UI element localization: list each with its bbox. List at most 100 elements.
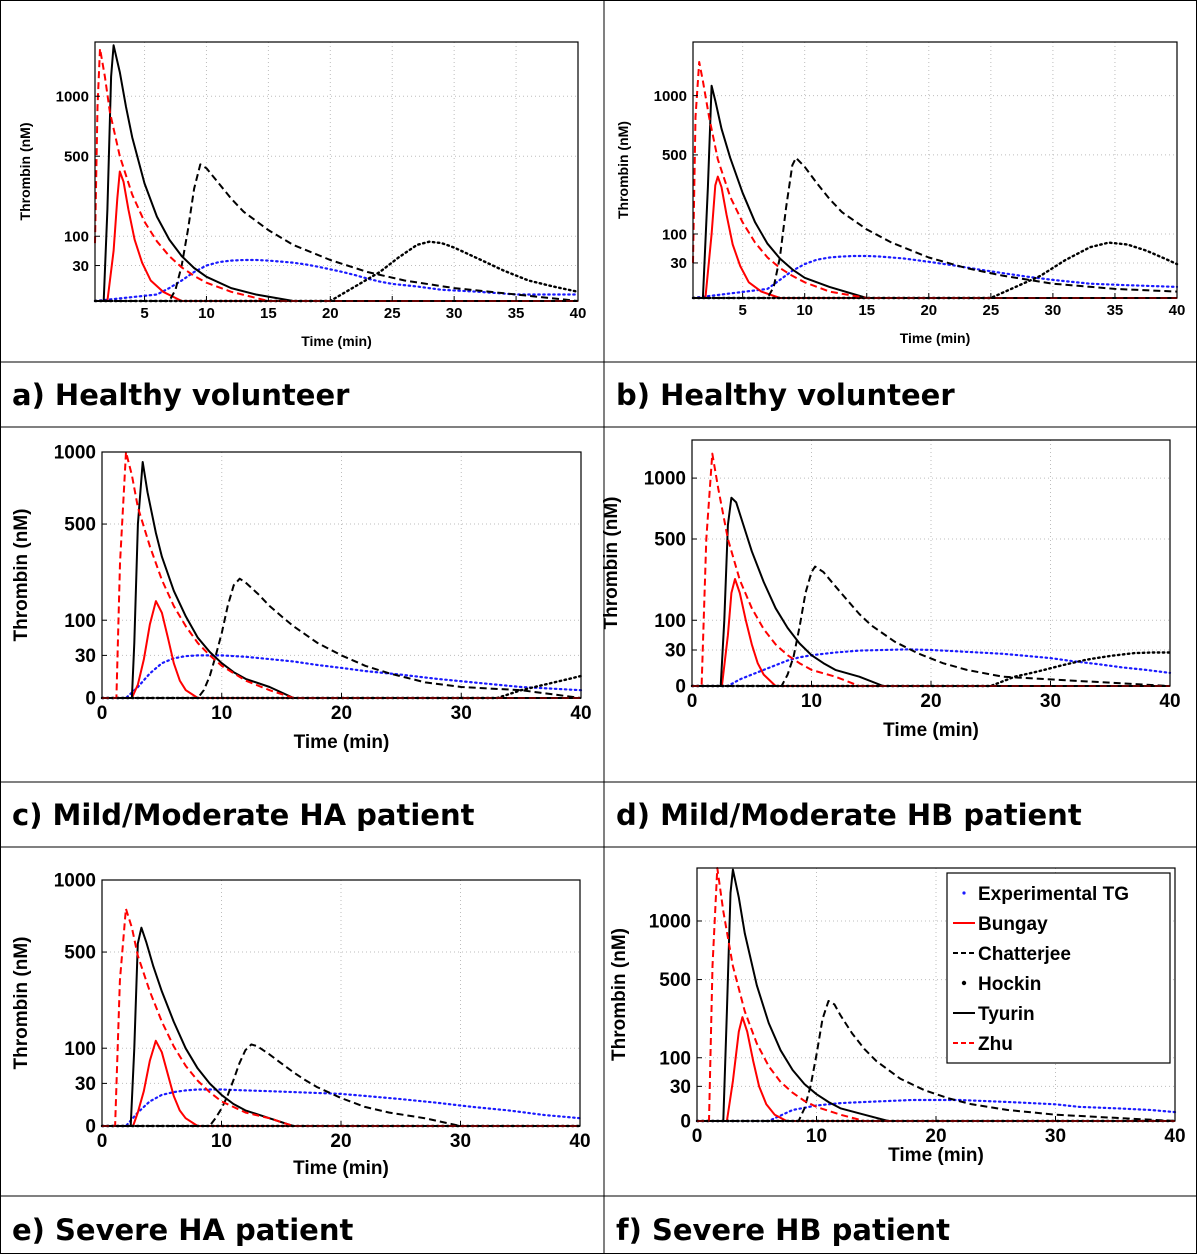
x-tick-label: 10: [801, 691, 822, 712]
y-tick-label: 100: [654, 611, 686, 632]
x-tick-label: 35: [508, 305, 525, 322]
series-bungay: [697, 1016, 1175, 1122]
caption-d: d) Mild/Moderate HB patient: [616, 798, 1082, 832]
series-chatterjee: [692, 565, 1171, 687]
legend-swatch: [961, 980, 967, 986]
series-tyurin: [693, 84, 1177, 299]
x-tick-label: 30: [1045, 302, 1062, 319]
series-zhu: [94, 47, 578, 302]
axes-box: [692, 41, 1178, 299]
series-hockin: [690, 651, 1172, 688]
axes-box: [94, 41, 579, 302]
y-tick-label: 1000: [654, 88, 687, 105]
series-experimental-tg: [100, 654, 583, 700]
series-bungay: [95, 170, 578, 302]
y-axis-label: Thrombin (nM): [609, 928, 630, 1061]
x-tick-label: 15: [858, 302, 875, 319]
legend-item-zhu: Zhu: [953, 1034, 1013, 1055]
x-tick-label: 25: [983, 302, 1000, 319]
panel-b: 5 10 15 20 25 30 35 40 30 100 500 1000 Time (min) Thr…: [615, 41, 1185, 346]
caption-f: f) Severe HB patient: [616, 1213, 950, 1247]
x-tick-label: 20: [920, 691, 941, 712]
x-tick-label: 10: [211, 703, 232, 724]
x-tick-label: 40: [1159, 691, 1180, 712]
legend-label: Bungay: [978, 914, 1048, 935]
x-tick-label: 30: [1040, 691, 1061, 712]
legend-label: Chatterjee: [978, 944, 1071, 965]
y-tick-label: 500: [659, 970, 691, 991]
caption-c: c) Mild/Moderate HA patient: [12, 798, 475, 832]
x-tick-label: 10: [211, 1131, 232, 1152]
x-tick-label: 35: [1107, 302, 1124, 319]
series-tyurin: [95, 44, 578, 302]
y-axis-label: Thrombin (nM): [11, 509, 32, 642]
series-experimental-tg: [690, 648, 1172, 688]
y-tick-label: 0: [675, 677, 686, 698]
panel-e: 0 10 20 30 40 0 30 100 500 1000 Time (min) Thrombin…: [11, 871, 591, 1179]
y-axis-label: Thrombin (nM): [615, 121, 631, 219]
legend: Experimental TG Bungay Chatterjee Hockin Tyu…: [946, 872, 1171, 1064]
x-tick-label: 20: [920, 302, 937, 319]
x-tick-label: 30: [450, 1131, 471, 1152]
series-experimental-tg: [100, 1088, 582, 1128]
x-tick-label: 30: [1045, 1126, 1066, 1147]
series-zhu: [692, 452, 1170, 687]
x-tick-label: 25: [384, 305, 401, 322]
x-tick-label: 5: [738, 302, 746, 319]
x-tick-label: 20: [331, 703, 352, 724]
x-tick-label: 30: [446, 305, 463, 322]
x-tick-label: 15: [260, 305, 277, 322]
y-tick-label: 1000: [54, 443, 96, 464]
y-tick-label: 100: [662, 226, 687, 243]
y-tick-label: 100: [64, 229, 89, 246]
y-tick-label: 1000: [649, 912, 691, 933]
x-tick-label: 20: [330, 1131, 351, 1152]
y-tick-label: 100: [64, 611, 96, 632]
x-tick-label: 20: [925, 1126, 946, 1147]
legend-box: [946, 872, 1171, 1064]
x-axis-label: Time (min): [888, 1145, 984, 1166]
series-zhu: [102, 907, 580, 1127]
y-tick-label: 1000: [644, 469, 686, 490]
legend-label: Experimental TG: [978, 884, 1129, 905]
series-zhu: [102, 451, 581, 699]
y-tick-label: 30: [670, 255, 687, 272]
legend-item-hockin: Hockin: [961, 974, 1041, 995]
x-axis-label: Time (min): [301, 333, 372, 349]
y-tick-label: 100: [659, 1048, 691, 1069]
y-tick-label: 30: [75, 1074, 96, 1095]
caption-e: e) Severe HA patient: [12, 1213, 353, 1247]
series-bungay: [693, 175, 1177, 299]
y-axis-label: Thrombin (nM): [17, 123, 33, 221]
series-tyurin: [102, 926, 580, 1127]
y-tick-label: 0: [85, 689, 96, 710]
y-tick-label: 500: [654, 530, 686, 551]
series-bungay: [692, 578, 1170, 687]
x-tick-label: 10: [198, 305, 215, 322]
x-tick-label: 30: [451, 703, 472, 724]
y-tick-label: 500: [64, 515, 96, 536]
x-tick-label: 40: [569, 1131, 590, 1152]
series-tyurin: [697, 868, 1175, 1122]
x-axis-label: Time (min): [293, 1158, 389, 1179]
panel-d: 0 10 20 30 40 0 30 100 500 1000 Time (min) Thrombin…: [601, 439, 1181, 741]
x-axis-label: Time (min): [883, 720, 979, 741]
y-axis-label: Thrombin (nM): [11, 937, 32, 1070]
series-chatterjee: [95, 163, 579, 302]
y-tick-label: 500: [662, 147, 687, 164]
y-tick-label: 0: [85, 1117, 96, 1138]
legend-swatch: [962, 891, 966, 895]
x-tick-label: 10: [796, 302, 813, 319]
legend-item-experimental-tg: Experimental TG: [962, 884, 1129, 905]
series-experimental-tg: [93, 258, 580, 303]
plot-area: [95, 42, 578, 301]
y-tick-label: 1000: [54, 871, 96, 892]
y-tick-label: 1000: [56, 88, 89, 105]
series-bungay: [102, 600, 581, 699]
series-chatterjee: [693, 156, 1178, 299]
x-tick-label: 40: [570, 703, 591, 724]
y-axis-label: Thrombin (nM): [601, 497, 622, 630]
series-hockin: [93, 240, 580, 303]
